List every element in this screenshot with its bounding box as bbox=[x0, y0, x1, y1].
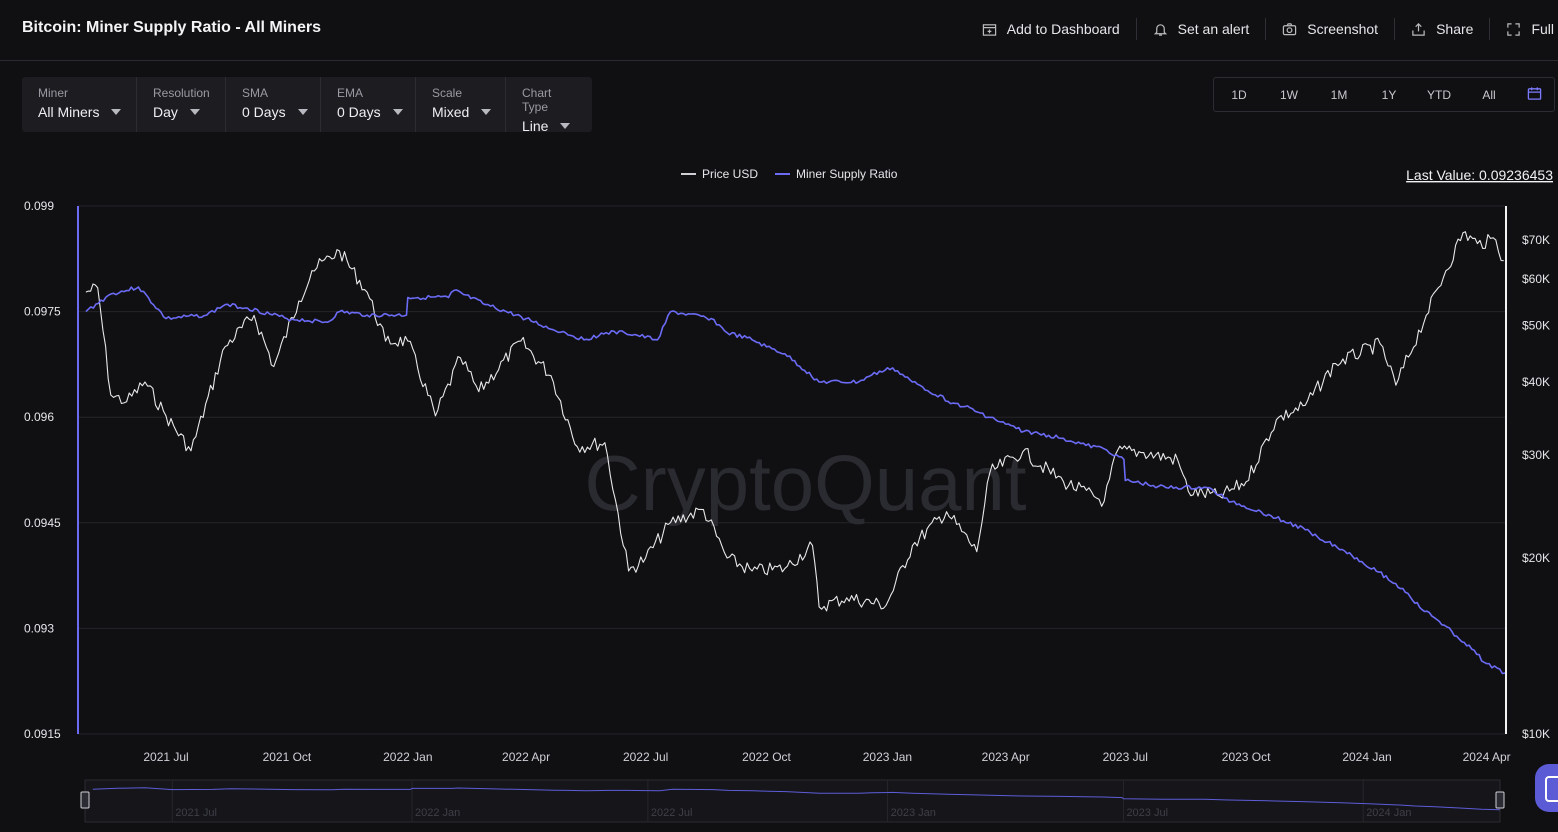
add-to-dashboard-label: Add to Dashboard bbox=[1006, 21, 1120, 37]
miner-select-label: Miner bbox=[38, 86, 69, 100]
share-label: Share bbox=[1436, 21, 1474, 37]
y-left-tick-label: 0.0915 bbox=[24, 727, 61, 741]
set-alert-label: Set an alert bbox=[1177, 21, 1250, 37]
share-icon bbox=[1412, 22, 1425, 36]
ema-select-label: EMA bbox=[337, 86, 364, 100]
range-1m-button[interactable]: 1M bbox=[1330, 87, 1348, 102]
navigator-tick-label: 2021 Jul bbox=[175, 807, 217, 819]
y-right-tick-label: $50K bbox=[1522, 318, 1550, 332]
screenshot-button[interactable]: Screenshot bbox=[1265, 18, 1394, 40]
x-tick-label: 2022 Apr bbox=[502, 750, 550, 764]
ema-select[interactable]: EMA 0 Days bbox=[321, 77, 416, 132]
chevron-down-icon bbox=[560, 123, 571, 129]
screenshot-label: Screenshot bbox=[1307, 21, 1379, 37]
price-usd-line bbox=[85, 231, 1504, 612]
camera-icon bbox=[1283, 22, 1297, 35]
navigator-tick-label: 2024 Jan bbox=[1366, 807, 1411, 819]
chart-svg[interactable]: 0.099 0.0975 0.096 0.0945 0.093 0.0915 $70K $60… bbox=[0, 150, 1558, 832]
x-tick-label: 2022 Oct bbox=[742, 750, 791, 764]
x-tick-label: 2021 Jul bbox=[143, 750, 188, 764]
sma-select-label: SMA bbox=[242, 86, 269, 100]
calendar-icon bbox=[1527, 86, 1541, 100]
y-right-tick-label: $20K bbox=[1522, 551, 1550, 565]
y-right-tick-label: $70K bbox=[1522, 233, 1550, 247]
bell-icon bbox=[1153, 23, 1167, 36]
resolution-select-label: Resolution bbox=[153, 86, 210, 100]
chevron-down-icon bbox=[481, 109, 492, 115]
x-tick-label: 2024 Apr bbox=[1463, 750, 1511, 764]
range-selector: 1D 1W 1M 1Y YTD All bbox=[1213, 77, 1555, 112]
chart-type-select-label: Chart Type bbox=[522, 86, 552, 114]
navigator-tick-label: 2022 Jan bbox=[415, 807, 460, 819]
x-tick-label: 2022 Jul bbox=[623, 750, 668, 764]
add-to-dashboard-button[interactable]: Add to Dashboard bbox=[966, 18, 1136, 40]
page-title: Bitcoin: Miner Supply Ratio - All Miners bbox=[22, 19, 321, 36]
scale-select[interactable]: Scale Mixed bbox=[416, 77, 506, 132]
y-left-tick-label: 0.0945 bbox=[24, 516, 61, 530]
navigator-right-handle[interactable] bbox=[1495, 791, 1505, 809]
header-actions: Add to Dashboard Set an alert Screenshot… bbox=[966, 18, 1554, 40]
sma-select-value: 0 Days bbox=[242, 104, 286, 120]
chart-legend: Price USD Miner Supply Ratio bbox=[681, 167, 898, 181]
x-tick-label: 2023 Apr bbox=[982, 750, 1030, 764]
set-alert-button[interactable]: Set an alert bbox=[1135, 18, 1266, 40]
range-1w-button[interactable]: 1W bbox=[1280, 87, 1298, 102]
x-tick-label: 2024 Jan bbox=[1342, 750, 1391, 764]
y-right-tick-label: $10K bbox=[1522, 727, 1550, 741]
fullscreen-label: Full bbox=[1531, 21, 1554, 37]
navigator-tick-label: 2022 Jul bbox=[651, 807, 693, 819]
miner-select[interactable]: Miner All Miners bbox=[22, 77, 137, 132]
chevron-down-icon bbox=[297, 109, 308, 115]
y-right-tick-label: $60K bbox=[1522, 272, 1550, 286]
sma-select[interactable]: SMA 0 Days bbox=[226, 77, 321, 132]
miner-select-value: All Miners bbox=[38, 104, 100, 120]
chat-support-button[interactable] bbox=[1535, 764, 1558, 812]
range-all-button[interactable]: All bbox=[1482, 87, 1496, 102]
chart-type-select-value: Line bbox=[522, 118, 549, 134]
y-left-tick-label: 0.093 bbox=[24, 621, 54, 635]
chart-type-select[interactable]: Chart Type Line bbox=[506, 77, 592, 134]
navigator-left-handle[interactable] bbox=[80, 791, 90, 809]
watermark-logo: CryptoQuant bbox=[584, 439, 1027, 527]
range-1d-button[interactable]: 1D bbox=[1231, 87, 1247, 102]
range-ytd-button[interactable]: YTD bbox=[1427, 87, 1451, 102]
legend-item-ratio: Miner Supply Ratio bbox=[796, 167, 898, 181]
miner-supply-ratio-line bbox=[85, 286, 1506, 675]
share-button[interactable]: Share bbox=[1394, 18, 1489, 40]
x-tick-label: 2022 Jan bbox=[383, 750, 432, 764]
navigator-series-line bbox=[92, 787, 1501, 811]
top-bar: Bitcoin: Miner Supply Ratio - All Miners… bbox=[0, 0, 1558, 61]
y-left-tick-label: 0.0975 bbox=[24, 305, 61, 319]
navigator-tick-label: 2023 Jul bbox=[1126, 807, 1168, 819]
y-left-tick-label: 0.099 bbox=[24, 199, 54, 213]
ema-select-value: 0 Days bbox=[337, 104, 381, 120]
chart-area: 0.099 0.0975 0.096 0.0945 0.093 0.0915 $70K $60… bbox=[0, 150, 1558, 832]
chevron-down-icon bbox=[392, 109, 403, 115]
scale-select-label: Scale bbox=[432, 86, 463, 100]
scale-select-value: Mixed bbox=[432, 104, 470, 120]
x-tick-label: 2023 Jul bbox=[1103, 750, 1148, 764]
resolution-select-value: Day bbox=[153, 104, 178, 120]
last-value-label: Last Value: 0.09236453 bbox=[1406, 167, 1553, 183]
x-tick-label: 2021 Oct bbox=[263, 750, 312, 764]
fullscreen-icon bbox=[1507, 22, 1521, 36]
resolution-select[interactable]: Resolution Day bbox=[137, 77, 226, 132]
calendar-button[interactable] bbox=[1514, 86, 1554, 104]
y-left-tick-label: 0.096 bbox=[24, 410, 54, 424]
chart-controls: Miner All Miners Resolution Day SMA 0 Da… bbox=[22, 77, 592, 134]
chevron-down-icon bbox=[189, 109, 200, 115]
x-tick-label: 2023 Oct bbox=[1222, 750, 1271, 764]
x-tick-label: 2023 Jan bbox=[863, 750, 912, 764]
y-right-tick-label: $40K bbox=[1522, 375, 1550, 389]
add-dashboard-icon bbox=[982, 23, 996, 36]
chevron-down-icon bbox=[111, 109, 122, 115]
y-right-tick-label: $30K bbox=[1522, 448, 1550, 462]
navigator-tick-label: 2023 Jan bbox=[891, 807, 936, 819]
fullscreen-button[interactable]: Full bbox=[1489, 18, 1554, 40]
legend-item-price: Price USD bbox=[702, 167, 758, 181]
range-1y-button[interactable]: 1Y bbox=[1381, 87, 1397, 102]
